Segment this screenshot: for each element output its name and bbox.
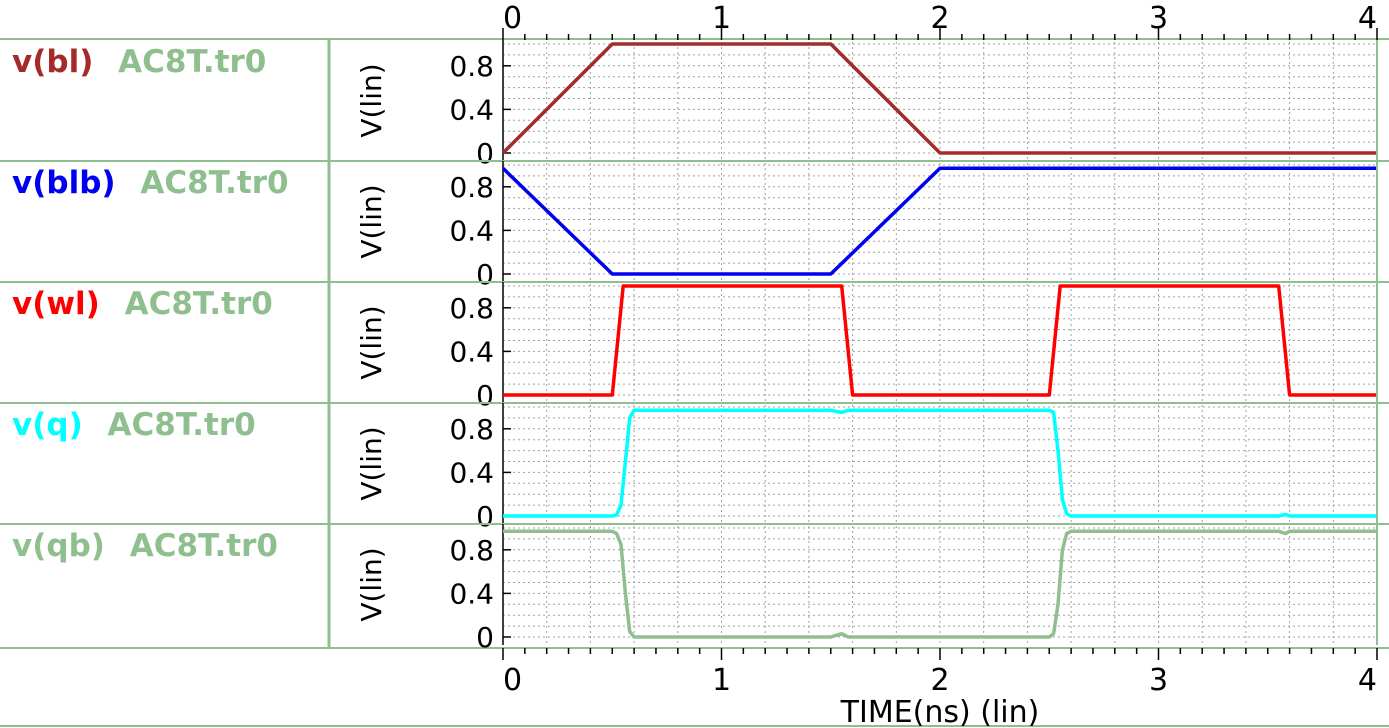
x-tick-label-top: 3 [1149, 1, 1168, 36]
x-tick-label-top: 0 [503, 1, 522, 36]
legend-entry-wl[interactable]: v(wl) AC8T.tr0 [12, 286, 273, 322]
legend-entry-blb[interactable]: v(blb) AC8T.tr0 [12, 165, 289, 201]
legend-file-name: AC8T.tr0 [118, 44, 267, 80]
x-axis-label: TIME(ns) (lin) [840, 695, 1040, 728]
x-tick-label-top: 2 [930, 1, 949, 36]
y-tick-label: 0.8 [449, 534, 494, 567]
legend-file-name: AC8T.tr0 [124, 286, 273, 322]
waveform-vbl [501, 42, 1377, 155]
legend-file-name: AC8T.tr0 [140, 165, 289, 201]
legend-signal-name: v(qb) [12, 528, 105, 564]
legend-entry-q[interactable]: v(q) AC8T.tr0 [12, 407, 256, 443]
y-tick-label: 0.8 [449, 292, 494, 325]
x-tick-label-bottom: 1 [712, 663, 731, 698]
waveform-vwl [503, 284, 1377, 397]
y-tick-label: 0 [476, 258, 494, 291]
legend-signal-name: v(wl) [12, 286, 100, 322]
y-tick-label: 0 [476, 137, 494, 170]
legend-signal-name: v(q) [12, 407, 83, 443]
y-tick-label: 0.8 [449, 413, 494, 446]
y-tick-label: 0.4 [449, 214, 494, 247]
y-tick-label: 0.4 [449, 335, 494, 368]
legend-file-name: AC8T.tr0 [107, 407, 256, 443]
waveform-vqb [503, 529, 1377, 639]
waveform-vblb [501, 166, 1377, 276]
legend-signal-name: v(blb) [12, 165, 116, 201]
legend-file-name: AC8T.tr0 [129, 528, 278, 564]
x-tick-label-bottom: 0 [503, 663, 522, 698]
y-tick-label: 0 [476, 500, 494, 533]
y-tick-label: 0.8 [449, 171, 494, 204]
x-tick-label-bottom: 3 [1149, 663, 1168, 698]
y-axis-label: V(lin) [355, 305, 388, 379]
y-tick-label: 0.4 [449, 577, 494, 610]
x-tick-label-top: 1 [712, 1, 731, 36]
y-axis-label: V(lin) [355, 547, 388, 621]
waveform-vq [503, 408, 1377, 518]
x-tick-label-top: 4 [1358, 1, 1377, 36]
y-tick-label: 0 [476, 379, 494, 412]
y-axis-label: V(lin) [355, 184, 388, 258]
x-tick-label-bottom: 4 [1358, 663, 1377, 698]
y-axis-label: V(lin) [355, 63, 388, 137]
x-tick-label-bottom: 2 [930, 663, 949, 698]
legend-entry-bl[interactable]: v(bl) AC8T.tr0 [12, 44, 266, 80]
legend-entry-qb[interactable]: v(qb) AC8T.tr0 [12, 528, 278, 564]
y-tick-label: 0 [476, 621, 494, 654]
y-tick-label: 0.4 [449, 456, 494, 489]
legend-signal-name: v(bl) [12, 44, 94, 80]
y-axis-label: V(lin) [355, 426, 388, 500]
y-tick-label: 0.8 [449, 50, 494, 83]
y-tick-label: 0.4 [449, 93, 494, 126]
